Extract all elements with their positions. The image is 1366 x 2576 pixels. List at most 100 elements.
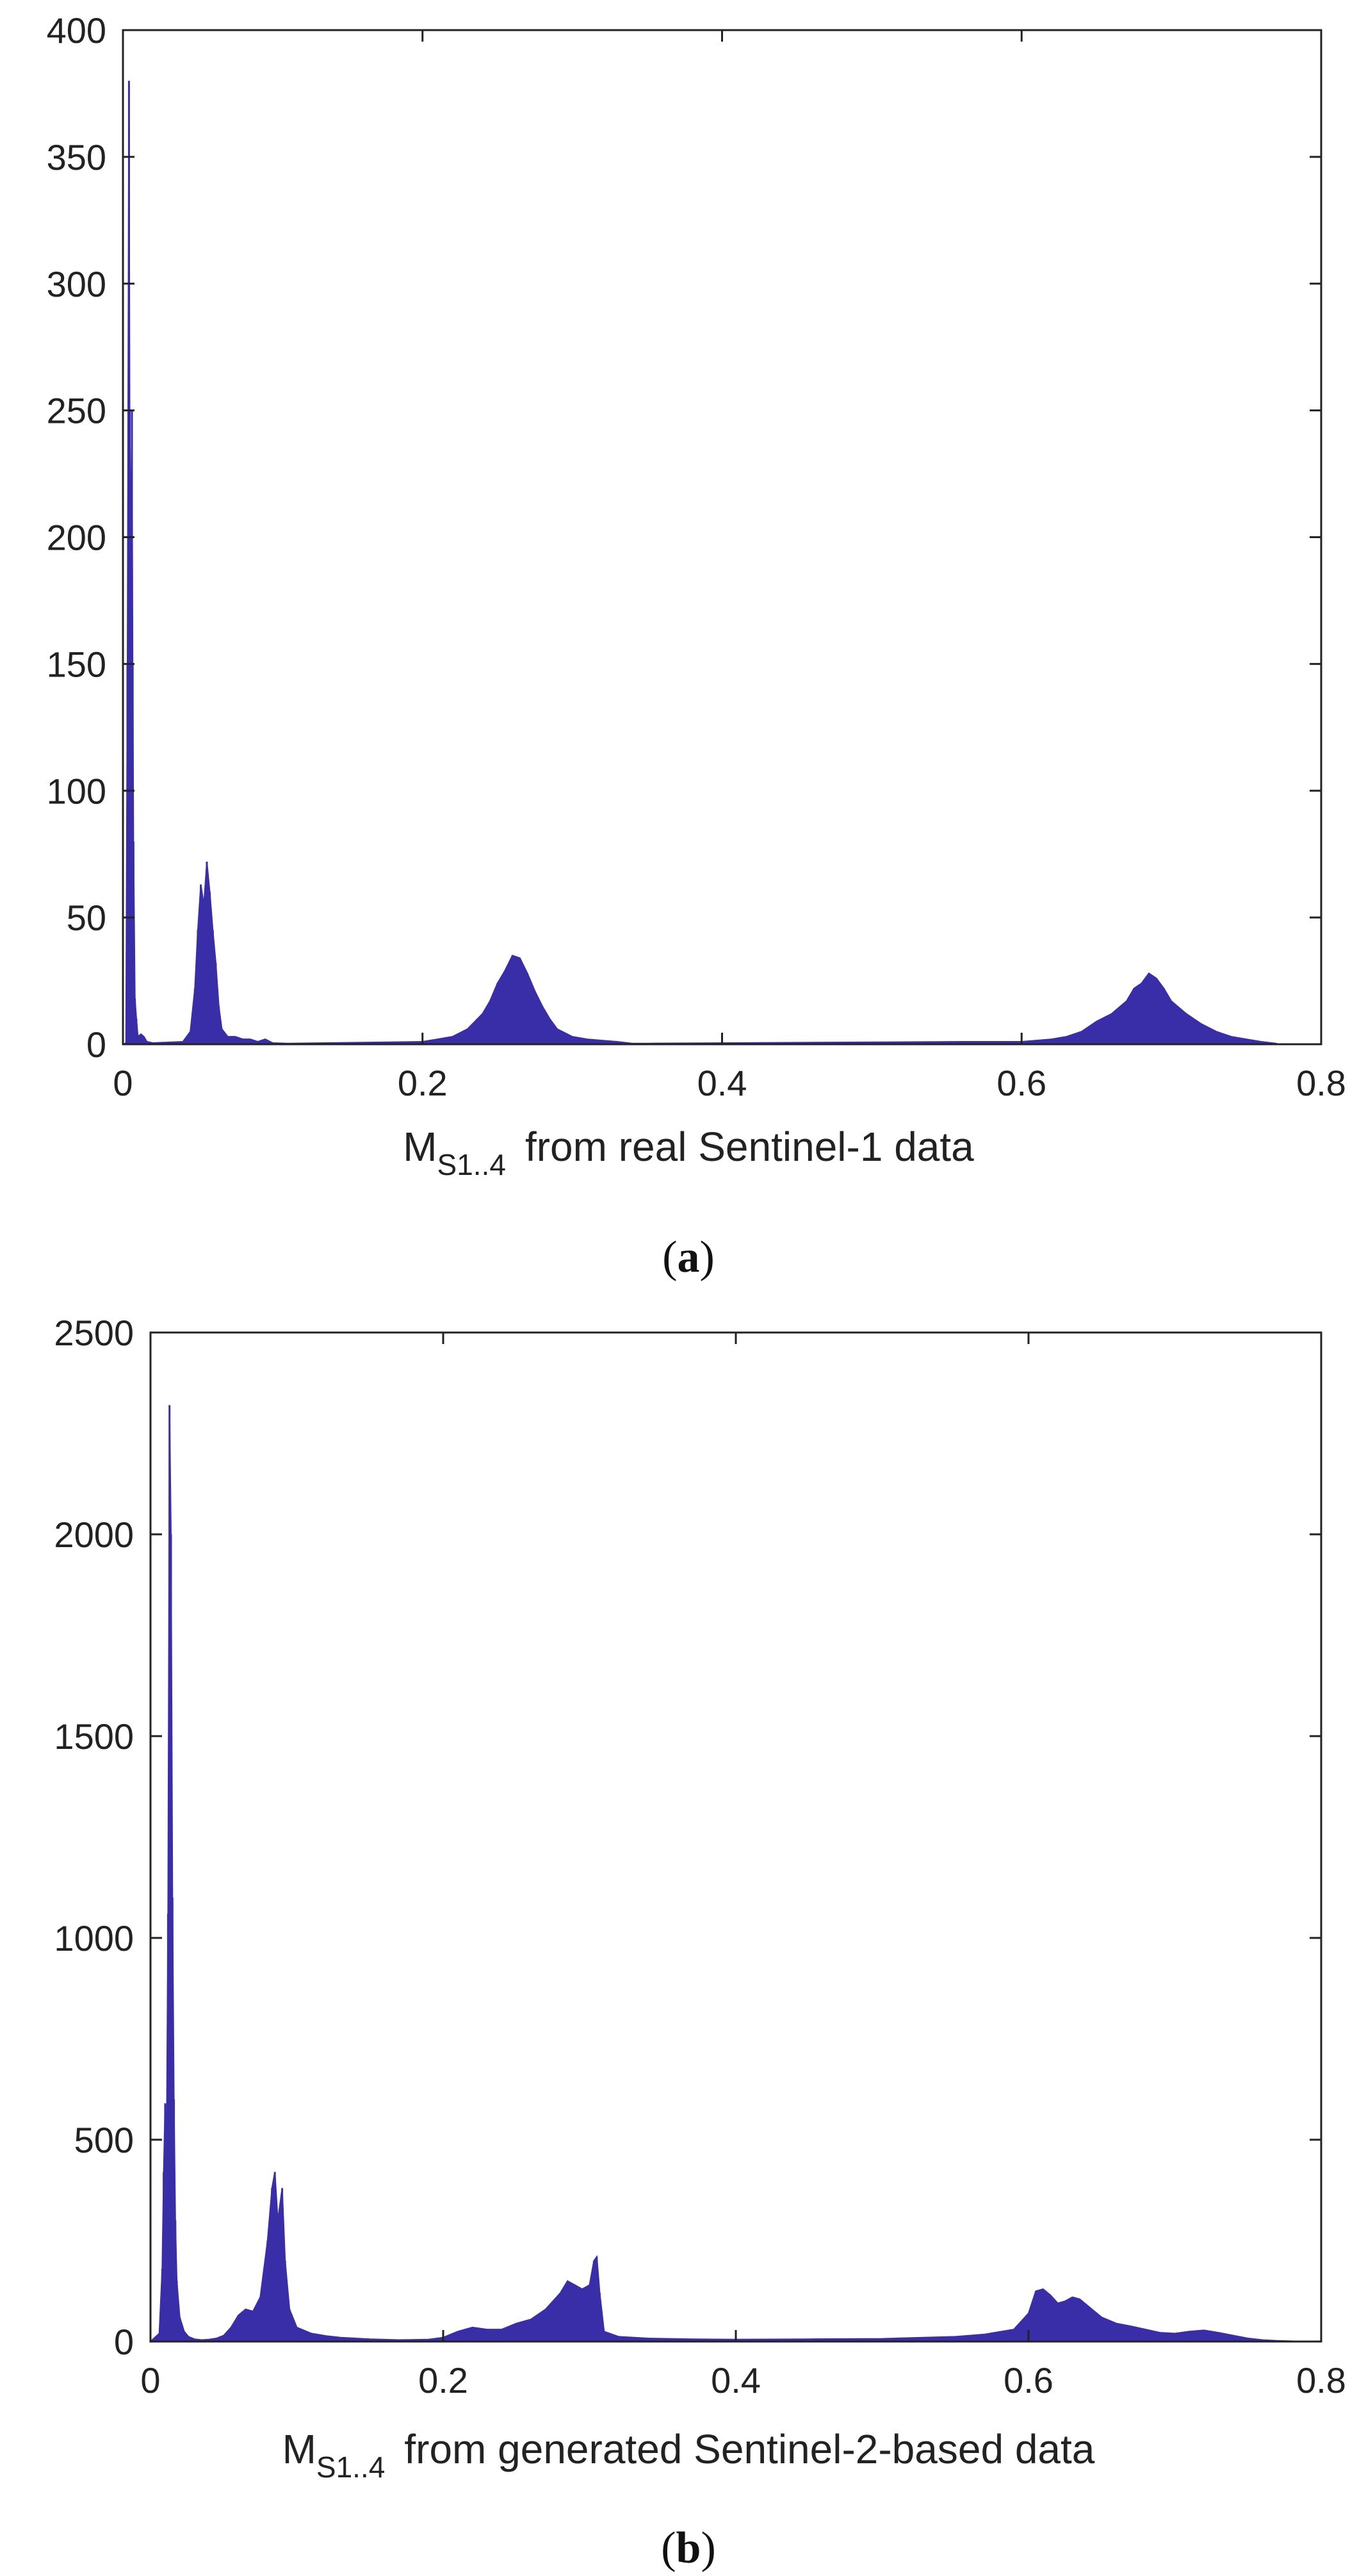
histogram-bar — [135, 1019, 138, 1044]
histogram-bar — [257, 1042, 259, 1044]
y-tick-label: 0 — [86, 1024, 106, 1065]
histogram-series — [149, 1405, 1293, 2342]
histogram-bar — [215, 2338, 218, 2342]
histogram-bar — [187, 2336, 190, 2342]
y-tick-label: 250 — [47, 391, 106, 431]
panel-letter: b — [676, 2523, 701, 2573]
histogram-bar — [1162, 988, 1165, 1044]
y-tick-label: 1500 — [54, 1716, 134, 1757]
histogram-bar — [1188, 2331, 1191, 2342]
histogram-bar — [1174, 2333, 1176, 2342]
x-axis-label-rest: from generated Sentinel-2-based data — [404, 2426, 1094, 2472]
histogram-bar — [234, 1037, 236, 1044]
chart-panel-a: 0 0.2 0.4 0.6 0.8 0 50 100 150 200 250 300 350 400 MS1… — [47, 10, 1346, 1282]
histogram-bar — [163, 2172, 165, 2342]
histogram-bar — [310, 2333, 313, 2342]
histogram-bar — [218, 1006, 220, 1044]
panel-letter: a — [678, 1233, 700, 1282]
histogram-bar — [571, 1037, 574, 1044]
histogram-bar — [1230, 1037, 1233, 1044]
histogram-bar — [277, 2220, 279, 2342]
histogram-bar — [1159, 2333, 1162, 2342]
y-tick-label: 1000 — [54, 1918, 134, 1958]
histogram-bar — [230, 2327, 232, 2342]
histogram-bar — [140, 1034, 142, 1044]
histogram-bar — [1148, 973, 1150, 1044]
histogram-bar — [601, 1040, 603, 1044]
histogram-bar — [168, 1405, 171, 2342]
y-tick-label: 500 — [74, 2120, 134, 2160]
histogram-bar — [515, 2323, 517, 2342]
y-tick-label: 0 — [114, 2322, 134, 2362]
histogram-bar — [1110, 1013, 1113, 1044]
y-tick-label: 150 — [47, 644, 106, 684]
histogram-bar — [339, 2337, 342, 2342]
histogram-bar — [427, 2339, 430, 2342]
histogram-bar — [603, 2331, 605, 2342]
x-tick-label: 0.6 — [996, 1063, 1046, 1103]
histogram-bar — [1034, 2291, 1037, 2342]
y-tick-label: 200 — [47, 518, 106, 558]
x-tick-label: 0 — [113, 1063, 133, 1103]
histogram-bar — [134, 998, 136, 1044]
histogram-bar — [284, 2261, 286, 2342]
histogram-bar — [530, 2319, 532, 2342]
histogram-bar — [281, 2188, 284, 2342]
histogram-bar — [354, 2338, 357, 2342]
histogram-bar — [1133, 988, 1135, 1044]
x-tick-label: 0.6 — [1004, 2360, 1053, 2400]
plot-frame — [149, 1331, 1322, 2343]
histogram-bar — [132, 841, 134, 1044]
histogram-bar — [189, 1031, 191, 1044]
x-axis-label-rest: from real Sentinel-1 data — [525, 1124, 974, 1170]
y-tick-label: 300 — [47, 264, 106, 304]
histogram-bar — [173, 2099, 175, 2342]
histogram-bar — [245, 2309, 247, 2342]
histogram-bar — [1027, 2313, 1030, 2342]
histogram-bar — [264, 1039, 266, 1044]
histogram-bar — [143, 1037, 145, 1044]
histogram-bar — [179, 2317, 181, 2342]
chart-panel-b: 0 0.2 0.4 0.6 0.8 0 500 1000 1500 2000 2500 MS1..4 f… — [54, 1313, 1346, 2573]
histogram-bar — [207, 2339, 210, 2342]
histogram-bar — [288, 2309, 291, 2342]
histogram-bar — [193, 2339, 196, 2342]
histogram-bar — [1203, 2330, 1205, 2342]
histogram-bar — [211, 930, 214, 1044]
x-tick-label: 0.8 — [1296, 2360, 1346, 2400]
histogram-bar — [466, 1029, 469, 1044]
histogram-bar — [136, 1037, 139, 1044]
histogram-bar — [296, 2327, 298, 2342]
histogram-bar — [249, 1039, 252, 1044]
histogram-bar — [1065, 1037, 1068, 1044]
histogram-bar — [164, 2103, 167, 2342]
x-tick-label: 0.2 — [398, 1063, 448, 1103]
y-tick-label: 50 — [67, 898, 106, 938]
histogram-bar — [165, 2147, 168, 2342]
histogram-bar — [690, 2339, 693, 2342]
histogram-bar — [1217, 2333, 1220, 2342]
histogram-bar — [369, 2339, 371, 2342]
histogram-bar — [158, 2333, 161, 2342]
histogram-bar — [129, 562, 132, 1044]
y-tick-label: 2000 — [54, 1514, 134, 1555]
histogram-bar — [592, 2261, 595, 2342]
histogram-bar — [1170, 1001, 1173, 1044]
histogram-bar — [325, 2336, 327, 2342]
x-axis-label-main: M — [403, 1124, 437, 1170]
histogram-bar — [581, 2289, 583, 2342]
histogram-bar — [1260, 1042, 1262, 1044]
histogram-bar — [126, 664, 129, 1044]
x-tick-label: 0 — [140, 2360, 160, 2400]
histogram-bar — [574, 2285, 576, 2342]
histogram-bar — [881, 2338, 883, 2342]
histogram-bar — [471, 2327, 474, 2342]
histogram-bar — [227, 1037, 229, 1044]
y-tick-label: 100 — [47, 771, 106, 811]
histogram-bar — [1049, 2295, 1052, 2342]
histogram-bar — [170, 1534, 172, 2342]
histogram-bar — [556, 1029, 558, 1044]
histogram-bar — [193, 988, 196, 1044]
panel-caption: (a) — [662, 1233, 715, 1282]
histogram-bar — [161, 2268, 163, 2342]
